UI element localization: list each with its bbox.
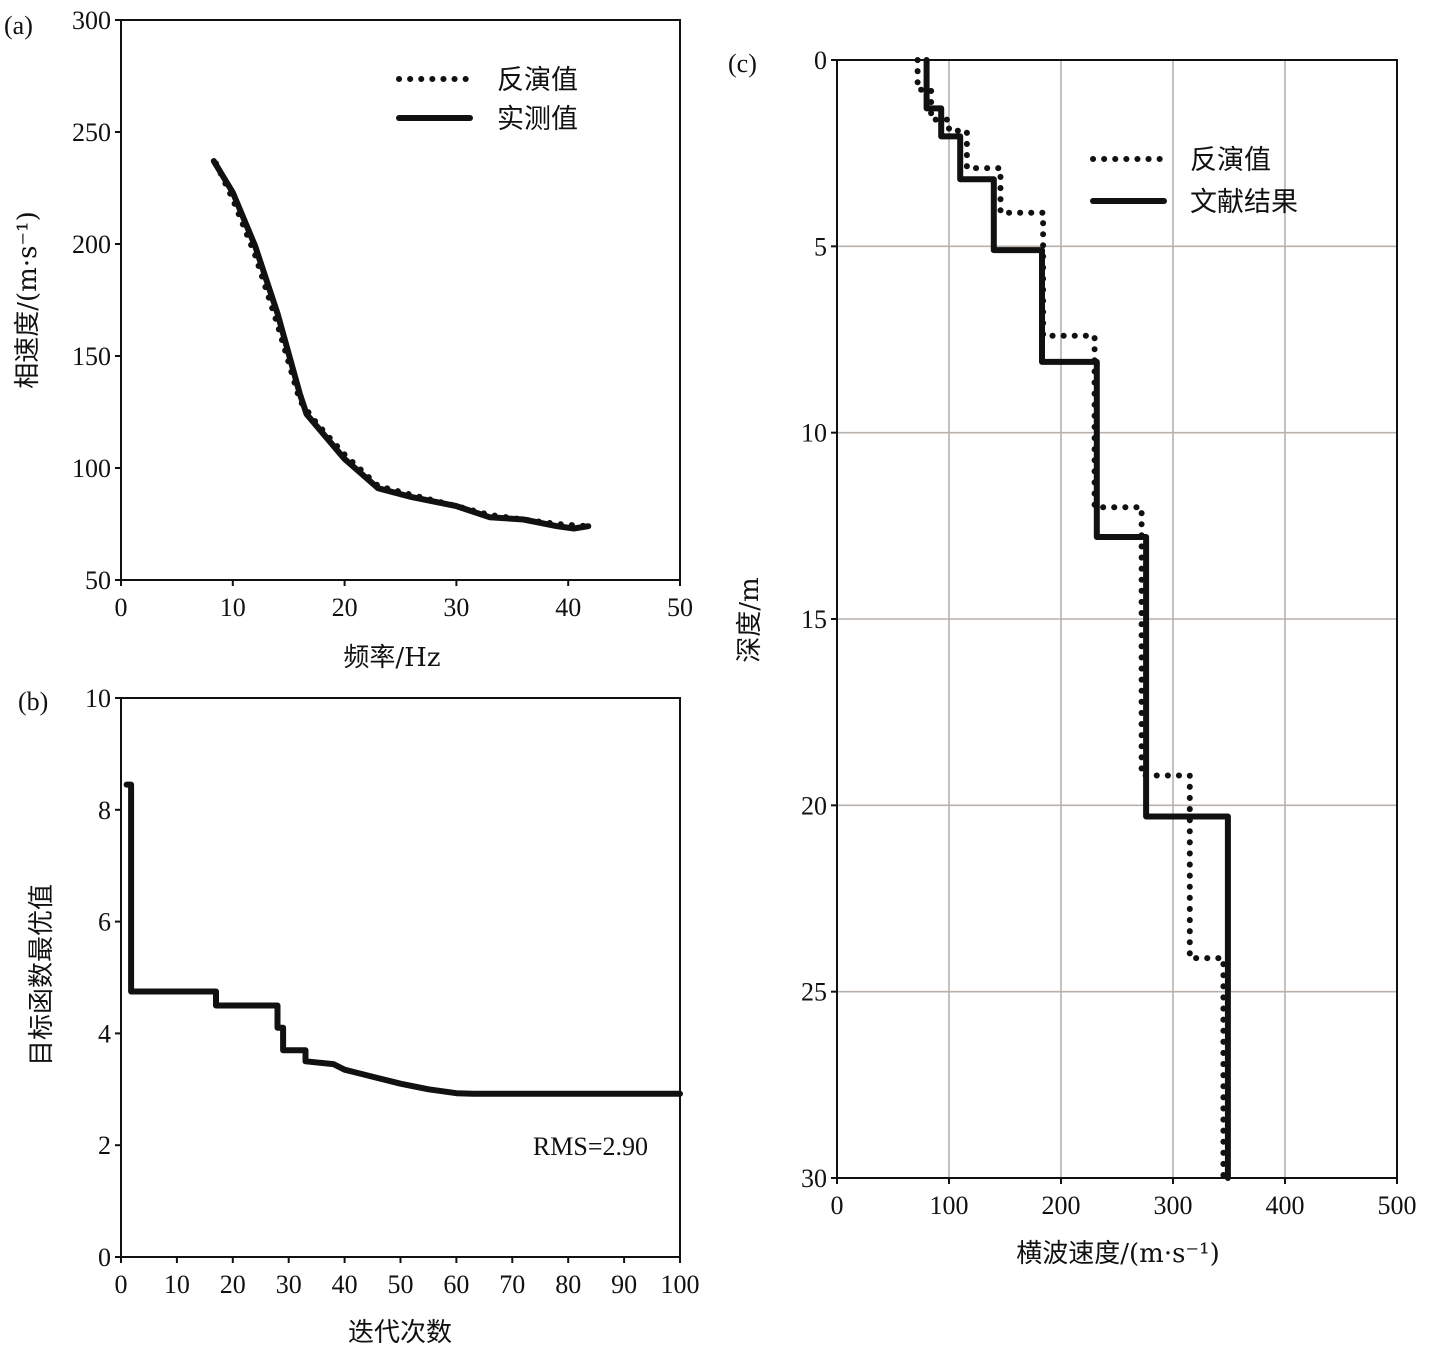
y-tick-label: 0 xyxy=(814,46,827,75)
x-tick-label: 500 xyxy=(1378,1191,1417,1220)
y-tick-label: 250 xyxy=(72,118,111,147)
x-tick-label: 0 xyxy=(115,1270,128,1299)
x-tick-label: 40 xyxy=(332,1270,358,1299)
y-tick-label: 200 xyxy=(72,230,111,259)
series-line-reference xyxy=(210,158,592,532)
x-tick-label: 30 xyxy=(443,593,469,622)
x-tick-label: 300 xyxy=(1154,1191,1193,1220)
x-tick-label: 0 xyxy=(831,1191,844,1220)
rms-annotation: RMS=2.90 xyxy=(533,1132,648,1161)
x-tick-label: 90 xyxy=(611,1270,637,1299)
plot-frame xyxy=(120,697,681,1258)
legend-label: 反演值 xyxy=(497,65,578,96)
x-tick-label: 50 xyxy=(667,593,693,622)
x-tick-label: 60 xyxy=(443,1270,469,1299)
x-tick-label: 80 xyxy=(555,1270,581,1299)
y-tick-label: 2 xyxy=(98,1131,111,1160)
series-line-reference xyxy=(123,781,683,1097)
y-tick-label: 0 xyxy=(98,1243,111,1272)
x-tick-label: 10 xyxy=(164,1270,190,1299)
y-tick-label: 50 xyxy=(85,566,111,595)
x-axis-label: 迭代次数 xyxy=(348,1318,452,1348)
x-tick-label: 400 xyxy=(1266,1191,1305,1220)
legend-label: 文献结果 xyxy=(1190,187,1298,218)
panel-label: (a) xyxy=(4,11,33,40)
y-tick-label: 20 xyxy=(801,791,827,820)
y-tick-label: 100 xyxy=(72,454,111,483)
panel-label: (c) xyxy=(728,49,757,78)
panel-label: (b) xyxy=(18,687,48,716)
y-axis-label: 深度/m xyxy=(735,577,765,662)
x-tick-label: 20 xyxy=(332,593,358,622)
y-tick-label: 10 xyxy=(801,419,827,448)
legend-label: 实测值 xyxy=(497,104,578,135)
x-axis-label: 横波速度/(m·s⁻¹) xyxy=(1016,1239,1219,1269)
series-line-inverted xyxy=(914,57,1227,1181)
y-tick-label: 30 xyxy=(801,1164,827,1193)
series-line-reference xyxy=(923,57,1231,1181)
x-axis-label: 频率/Hz xyxy=(343,643,440,673)
chart-panel-3: 0 100 200 300 400 500 0 5 10 15 20 25 30 横波速度/(m·s⁻¹)… xyxy=(728,46,1417,1269)
x-tick-label: 100 xyxy=(661,1270,700,1299)
y-tick-label: 5 xyxy=(814,232,827,261)
y-tick-label: 10 xyxy=(85,684,111,713)
x-tick-label: 20 xyxy=(220,1270,246,1299)
y-axis-label: 目标函数最优值 xyxy=(27,884,57,1066)
y-tick-label: 8 xyxy=(98,796,111,825)
y-axis-label: 相速度/(m·s⁻¹) xyxy=(13,211,43,388)
chart-panel-2: 0 10 20 30 40 50 60 70 80 90 100 0 2 4 6 8 10 迭代次数 目标函数最优值… xyxy=(18,684,700,1348)
x-tick-label: 10 xyxy=(220,593,246,622)
x-tick-label: 40 xyxy=(555,593,581,622)
x-tick-label: 100 xyxy=(930,1191,969,1220)
y-tick-label: 25 xyxy=(801,978,827,1007)
x-tick-label: 0 xyxy=(115,593,128,622)
y-tick-label: 15 xyxy=(801,605,827,634)
x-tick-label: 70 xyxy=(499,1270,525,1299)
chart-panel-1: 0 10 20 30 40 50 50 100 150 200 250 300 频率/Hz 相速度/(m·… xyxy=(4,6,693,673)
y-tick-label: 6 xyxy=(98,908,111,937)
y-tick-label: 4 xyxy=(98,1019,111,1048)
legend-label: 反演值 xyxy=(1190,145,1271,176)
x-tick-label: 200 xyxy=(1042,1191,1081,1220)
series-line-inverted xyxy=(213,160,591,530)
y-tick-label: 150 xyxy=(72,342,111,371)
y-tick-label: 300 xyxy=(72,6,111,35)
x-tick-label: 50 xyxy=(388,1270,414,1299)
plot-frame xyxy=(120,19,681,581)
x-tick-label: 30 xyxy=(276,1270,302,1299)
